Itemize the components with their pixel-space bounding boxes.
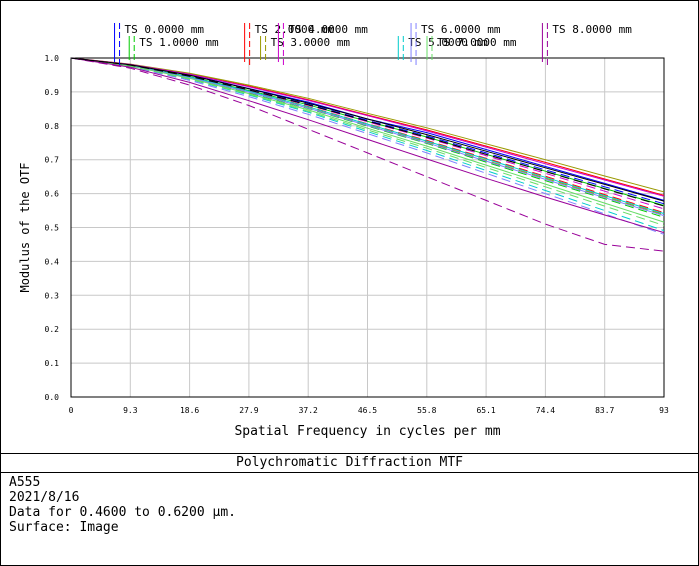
x-tick-label: 93 bbox=[659, 406, 669, 415]
mtf-chart: 0 9.3 18.6 27.9 37.2 46.5 55.8 65.1 74.4 83.7 93 0.… bbox=[18, 23, 669, 439]
plot-border bbox=[70, 57, 665, 398]
series-line-19 bbox=[70, 57, 665, 202]
legend-label: TS 1.0000 mm bbox=[139, 36, 219, 49]
y-tick-label: 0.6 bbox=[45, 190, 60, 199]
series-line-20 bbox=[70, 57, 665, 207]
x-tick-label: 65.1 bbox=[476, 406, 495, 415]
y-tick-label: 0.2 bbox=[45, 325, 60, 334]
legend-label: TS 8.0000 mm bbox=[552, 23, 632, 36]
y-tick-label: 0.1 bbox=[45, 359, 60, 368]
x-tick-label: 0 bbox=[69, 406, 74, 415]
series-line-11 bbox=[70, 57, 665, 215]
x-tick-label: 18.6 bbox=[180, 406, 199, 415]
y-tick-label: 0.9 bbox=[45, 88, 60, 97]
legend-label: TS 2.0000 mm bbox=[255, 23, 335, 36]
x-tick-label: 37.2 bbox=[299, 406, 318, 415]
legend-label: TS 0.0000 mm bbox=[125, 23, 205, 36]
info-surface: Surface: Image bbox=[9, 520, 119, 535]
legend-label: TS 3.0000 mm bbox=[271, 36, 351, 49]
y-tick-label: 0.8 bbox=[45, 122, 60, 131]
series-line-9 bbox=[70, 57, 665, 197]
x-tick-label: 83.7 bbox=[595, 406, 614, 415]
x-tick-label: 74.4 bbox=[536, 406, 555, 415]
chart-title: Polychromatic Diffraction MTF bbox=[1, 453, 698, 473]
x-tick-label: 9.3 bbox=[123, 406, 138, 415]
series-line-17 bbox=[70, 57, 665, 234]
info-wavelength-range: Data for 0.4600 to 0.6200 µm. bbox=[9, 505, 236, 520]
y-tick-label: 0.3 bbox=[45, 291, 60, 300]
y-tick-label: 0.7 bbox=[45, 156, 60, 165]
y-tick-label: 0.0 bbox=[45, 393, 60, 402]
legend-label: TS 5.0000 mm bbox=[408, 36, 488, 49]
legend-label: TS 4.0000 mm bbox=[288, 23, 368, 36]
x-axis-label: Spatial Frequency in cycles per mm bbox=[234, 424, 500, 439]
y-tick-label: 1.0 bbox=[45, 54, 60, 63]
y-tick-label: 0.5 bbox=[45, 224, 60, 233]
info-panel: A555 2021/8/16 Data for 0.4600 to 0.6200… bbox=[9, 475, 236, 535]
info-date: 2021/8/16 bbox=[9, 490, 80, 505]
x-tick-label: 55.8 bbox=[417, 406, 436, 415]
legend-label: TS 6.0000 mm bbox=[421, 23, 501, 36]
y-tick-label: 0.4 bbox=[45, 257, 60, 266]
series-line-16 bbox=[70, 57, 665, 226]
x-tick-label: 46.5 bbox=[358, 406, 377, 415]
y-axis-label: Modulus of the OTF bbox=[18, 162, 32, 292]
series-line-18 bbox=[70, 57, 665, 252]
info-lens-name: A555 bbox=[9, 475, 41, 490]
legend-label: TS 7.0000 mm bbox=[437, 36, 517, 49]
x-tick-label: 27.9 bbox=[239, 406, 258, 415]
series-line-14 bbox=[70, 57, 665, 235]
series-line-7 bbox=[70, 57, 665, 193]
